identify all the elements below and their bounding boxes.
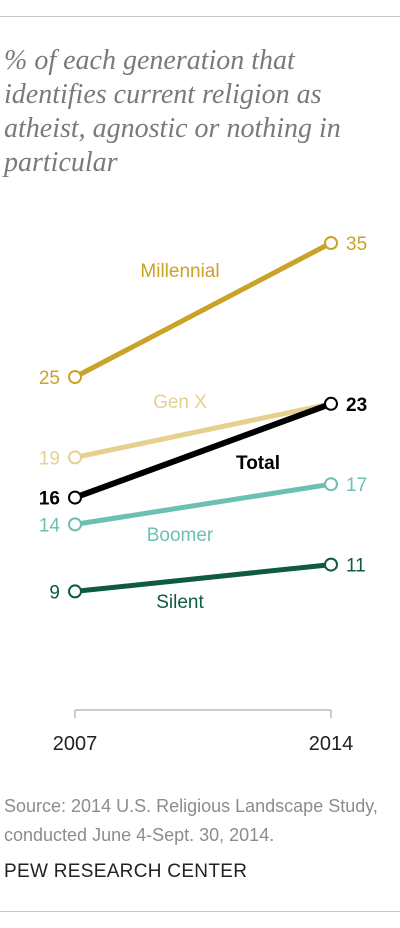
silent-point-2007 [68,584,82,599]
gen-x-point-2007 [68,450,82,465]
brand-name: PEW RESEARCH CENTER [4,861,248,882]
x-axis-tick-label-2007: 2007 [53,733,98,755]
total-point-2007 [68,490,82,505]
millennial-value-2007: 25 [39,368,60,389]
millennial-point-2007 [68,370,82,384]
boomer-value-2014: 17 [346,475,367,496]
boomer-line [72,481,334,527]
silent-series-label: Silent [156,592,204,613]
boomer-value-2007: 14 [39,515,61,536]
millennial-point-2014 [324,236,338,250]
bottom-rule [0,911,400,912]
top-rule [0,16,400,17]
boomer-series-label: Boomer [147,525,214,546]
x-axis-tick-label-2014: 2014 [309,733,354,755]
gen-x-line [72,401,334,460]
millennial-series-label: Millennial [140,261,219,282]
millennial-value-2014: 35 [346,234,367,255]
boomer-point-2007 [68,517,82,532]
source-note: Source: 2014 U.S. Religious Landscape St… [4,796,378,845]
total-series-label: Total [236,453,280,474]
silent-value-2007: 9 [49,582,60,603]
total-line [72,400,334,501]
total-value-2014: 23 [346,395,367,416]
gen-x-value-2007: 19 [39,448,60,469]
millennial-line [72,240,334,380]
total-point-2014 [324,396,338,411]
silent-value-2014: 11 [346,556,366,577]
silent-line [72,562,334,594]
boomer-point-2014 [324,477,338,492]
total-value-2007: 16 [39,489,60,510]
gen-x-series-label: Gen X [153,392,207,413]
chart-title: % of each generation that identifies cur… [4,45,341,178]
silent-point-2014 [324,557,338,572]
